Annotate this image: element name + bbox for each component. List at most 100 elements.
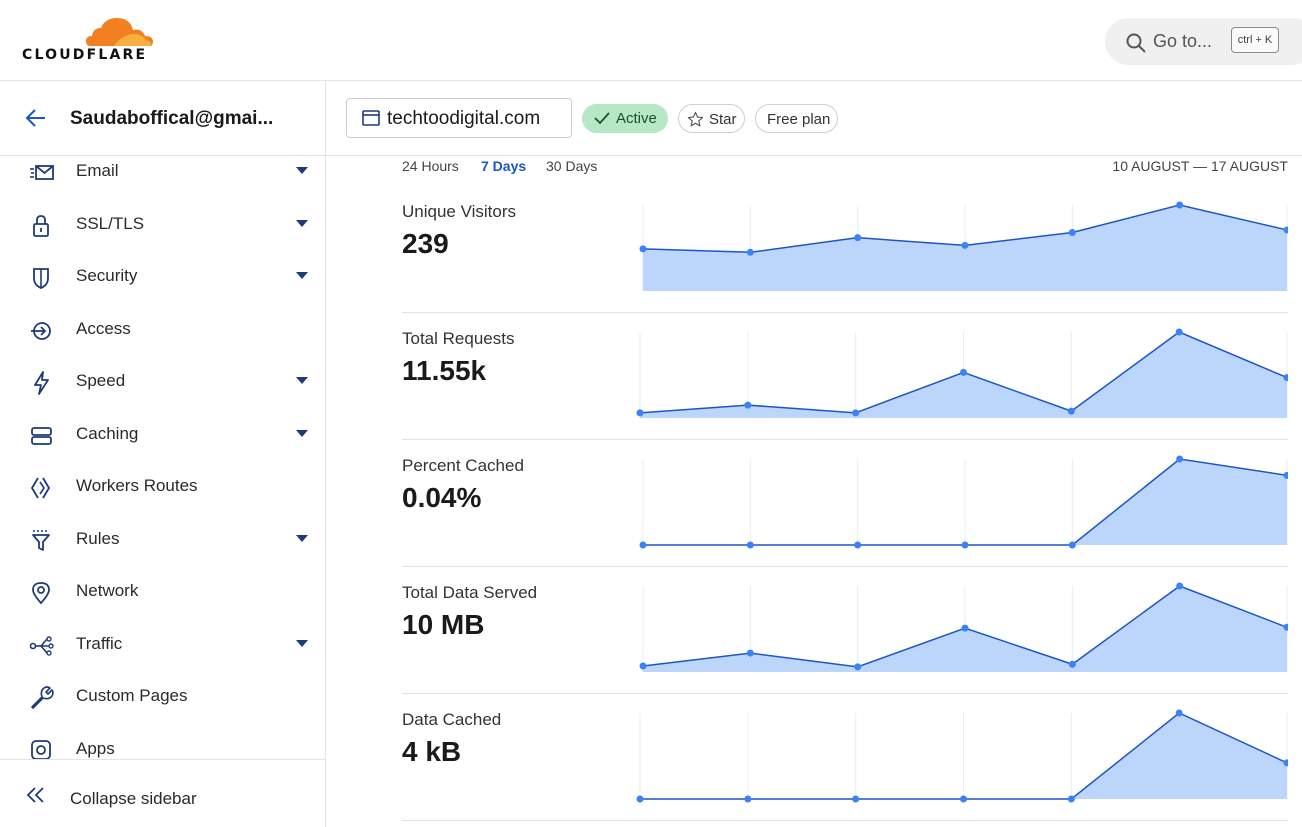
- sidebar-item-ssl-tls[interactable]: SSL/TLS: [0, 205, 325, 249]
- back-arrow-icon[interactable]: [24, 106, 48, 130]
- funnel-icon: [32, 530, 50, 551]
- zone-name: techtoodigital.com: [387, 108, 541, 129]
- metric-value: 11.55k: [402, 355, 487, 386]
- sidebar-item-security[interactable]: Security: [0, 257, 325, 301]
- plan-badge[interactable]: Free plan: [755, 104, 838, 133]
- data-point: [744, 795, 752, 803]
- chevron-down-icon[interactable]: [296, 220, 308, 227]
- zone-selector[interactable]: techtoodigital.com: [346, 98, 572, 138]
- sidebar-item-workers-routes[interactable]: Workers Routes: [0, 467, 325, 511]
- divider: [402, 820, 1288, 821]
- sidebar-item-label: Security: [76, 266, 138, 285]
- collapse-sidebar-button[interactable]: Collapse sidebar: [0, 759, 325, 827]
- data-point: [639, 245, 647, 253]
- sparkline-chart: [639, 582, 1288, 672]
- sidebar-item-label: Access: [76, 319, 131, 338]
- star-icon: [687, 111, 704, 127]
- chevron-down-icon[interactable]: [296, 640, 308, 647]
- chevron-down-icon[interactable]: [296, 535, 308, 542]
- status-badge: Active: [582, 104, 668, 133]
- data-point: [1068, 229, 1076, 237]
- data-point: [1283, 471, 1288, 479]
- data-point: [852, 409, 860, 417]
- check-icon: [594, 112, 610, 125]
- cloud-logo-icon: [86, 18, 153, 46]
- cloudflare-logo[interactable]: CLOUDFLARE: [22, 14, 162, 66]
- data-point: [852, 795, 860, 803]
- metric-value: 0.04%: [402, 482, 482, 513]
- sidebar-item-network[interactable]: Network: [0, 572, 325, 616]
- data-point: [1176, 582, 1184, 590]
- plan-label: Free plan: [767, 111, 831, 128]
- search-icon: [1126, 33, 1146, 53]
- sidebar-item-label: Apps: [76, 739, 115, 758]
- apps-icon: [31, 740, 51, 759]
- metric-label: Total Data Served: [402, 583, 538, 602]
- wrench-icon: [31, 686, 54, 709]
- data-point: [744, 401, 752, 409]
- sidebar-item-label: Speed: [76, 371, 126, 390]
- metric-total-data-served: Total Data Served 10 MB: [402, 567, 1288, 694]
- keyboard-shortcut: ctrl + K: [1231, 27, 1279, 53]
- metric-data-cached: Data Cached 4 kB: [402, 694, 1288, 821]
- chevron-down-icon[interactable]: [296, 167, 308, 174]
- data-point: [1068, 541, 1076, 549]
- sidebar-item-rules[interactable]: Rules: [0, 520, 325, 564]
- sidebar-item-label: Custom Pages: [76, 686, 188, 705]
- metric-label: Total Requests: [402, 329, 515, 348]
- chevron-down-icon[interactable]: [296, 377, 308, 384]
- goto-search[interactable]: Go to... ctrl + K: [1105, 18, 1302, 65]
- chevron-down-icon[interactable]: [296, 272, 308, 279]
- sidebar-item-label: Workers Routes: [76, 476, 198, 495]
- status-label: Active: [616, 110, 657, 127]
- metric-label: Percent Cached: [402, 456, 524, 475]
- data-point: [961, 541, 969, 549]
- data-point: [1176, 201, 1184, 209]
- divider: [402, 566, 1288, 567]
- zone-bar: techtoodigital.com Active Star Free plan: [326, 81, 1302, 156]
- area-fill: [640, 713, 1287, 799]
- sidebar-item-traffic[interactable]: Traffic: [0, 625, 325, 669]
- sidebar-item-custom-pages[interactable]: Custom Pages: [0, 677, 325, 721]
- data-point: [1283, 623, 1288, 631]
- star-label: Star: [709, 111, 737, 128]
- data-point: [1175, 709, 1183, 717]
- data-point: [1283, 226, 1288, 234]
- browser-window-icon: [362, 110, 380, 126]
- sidebar-item-label: Caching: [76, 424, 139, 443]
- area-fill: [643, 459, 1287, 545]
- lock-icon: [33, 215, 49, 237]
- sparkline-chart: [639, 455, 1288, 549]
- account-switcher[interactable]: Saudaboffical@gmai...: [0, 81, 325, 156]
- traffic-icon: [29, 636, 54, 656]
- data-point: [961, 241, 969, 249]
- range-7-days[interactable]: 7 Days: [481, 158, 527, 174]
- star-button[interactable]: Star: [678, 104, 745, 133]
- goto-label: Go to...: [1153, 31, 1213, 51]
- account-name: Saudaboffical@gmai...: [70, 108, 274, 129]
- data-point: [1067, 795, 1075, 803]
- sidebar-item-speed[interactable]: Speed: [0, 362, 325, 406]
- sidebar-item-email[interactable]: Email: [0, 156, 325, 196]
- shield-icon: [33, 268, 49, 289]
- chevron-down-icon[interactable]: [296, 430, 308, 437]
- data-point: [639, 662, 647, 670]
- divider: [402, 312, 1288, 313]
- metric-label: Data Cached: [402, 710, 502, 729]
- sidebar-item-label: Email: [76, 161, 119, 180]
- range-24-hours[interactable]: 24 Hours: [402, 158, 459, 174]
- sidebar-item-access[interactable]: Access: [0, 310, 325, 354]
- metric-unique-visitors: Unique Visitors 239: [402, 186, 1288, 313]
- divider: [402, 439, 1288, 440]
- data-point: [746, 541, 754, 549]
- sidebar-item-apps[interactable]: Apps: [0, 730, 325, 759]
- double-chevron-left-icon: [26, 787, 44, 803]
- data-point: [854, 663, 862, 671]
- range-30-days[interactable]: 30 Days: [546, 158, 598, 174]
- sparkline-chart: [636, 709, 1288, 803]
- top-header: CLOUDFLARE Go to... ctrl + K: [0, 0, 1302, 81]
- divider: [402, 693, 1288, 694]
- data-point: [961, 624, 969, 632]
- data-point: [636, 795, 644, 803]
- sidebar-item-caching[interactable]: Caching: [0, 415, 325, 459]
